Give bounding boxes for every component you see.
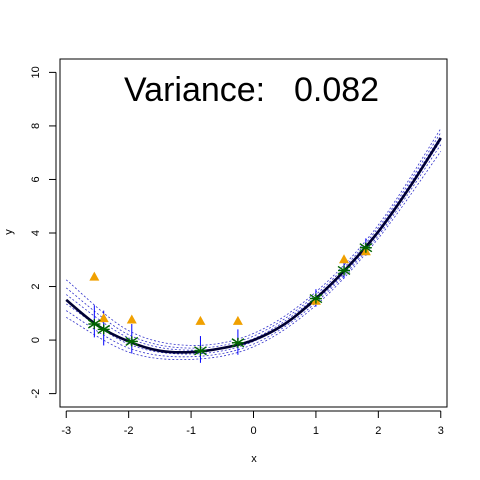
fitted-point (97, 324, 111, 335)
y-tick-label: 0 (30, 337, 42, 343)
y-tick-label: 8 (30, 123, 42, 129)
x-tick-label: 2 (375, 425, 381, 437)
observation-point (126, 314, 137, 324)
observation-point (89, 271, 100, 281)
fitted-point (231, 337, 245, 348)
y-tick-label: 6 (30, 176, 42, 182)
x-tick-label: -2 (124, 425, 134, 437)
x-tick-label: -1 (186, 425, 196, 437)
x-axis-title: x (251, 453, 257, 465)
observation-point (98, 313, 109, 323)
x-tick-label: -3 (61, 425, 71, 437)
sample-curve (66, 151, 442, 361)
fitted-point (125, 336, 139, 347)
plot-frame (59, 58, 448, 408)
fitted-point (87, 319, 101, 330)
y-tick-label: 2 (30, 283, 42, 289)
x-tick-label: 3 (438, 425, 444, 437)
y-tick-label: 4 (30, 230, 42, 236)
observation-point (339, 254, 350, 264)
fitted-point (309, 293, 323, 304)
fitted-point (337, 265, 351, 276)
fitted-point (194, 345, 207, 356)
y-axis-title: y (3, 229, 15, 235)
x-tick-label: 0 (250, 425, 256, 437)
y-tick-label: -2 (30, 389, 42, 399)
y-tick-label: 10 (30, 66, 42, 78)
fitted-point (359, 242, 373, 253)
observation-point (195, 315, 206, 325)
sample-curve (65, 144, 442, 358)
variance-value: 0.082 (294, 71, 379, 109)
points-layer (87, 242, 373, 356)
variance-label: Variance: (124, 71, 265, 109)
axes-layer: -3 -2 -1 0 1 2 3 -2 0 2 4 6 8 10 (30, 58, 448, 437)
x-tick-label: 1 (313, 425, 319, 437)
observation-point (232, 315, 243, 325)
sample-curve (65, 128, 442, 346)
